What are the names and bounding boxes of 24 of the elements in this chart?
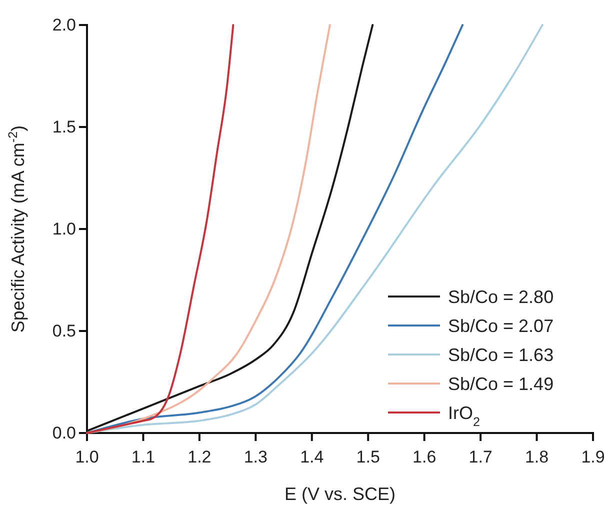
x-axis-title: E (V vs. SCE) <box>284 484 396 504</box>
y-tick-label: 0.5 <box>52 321 76 340</box>
x-tick-label: 1.5 <box>356 448 380 467</box>
line-series <box>86 24 331 434</box>
legend-label: Sb/Co = 1.49 <box>448 374 554 394</box>
y-tick-label: 1.5 <box>52 117 76 136</box>
line-series <box>86 24 374 432</box>
y-tick-label: 1.0 <box>52 219 76 238</box>
x-tick-label: 1.2 <box>188 448 212 467</box>
line-series <box>86 24 234 434</box>
x-tick-label: 1.4 <box>300 448 324 467</box>
x-tick-label: 1.7 <box>468 448 492 467</box>
legend-label: Sb/Co = 2.80 <box>448 286 554 307</box>
legend-label: Sb/Co = 2.07 <box>448 316 554 336</box>
y-tick-label: 2.0 <box>52 15 76 34</box>
x-tick-label: 1.1 <box>131 448 156 467</box>
x-tick-label: 1.0 <box>75 448 99 467</box>
y-tick-label: 0.0 <box>52 423 76 442</box>
x-tick-label: 1.6 <box>412 448 436 467</box>
x-tick-label: 1.8 <box>524 448 549 467</box>
x-tick-label: 1.3 <box>244 448 268 467</box>
legend-label: IrO$_{2}$ <box>448 402 480 429</box>
x-tick-label: 1.9 <box>581 448 605 467</box>
legend-label: Sb/Co = 1.63 <box>448 344 554 365</box>
